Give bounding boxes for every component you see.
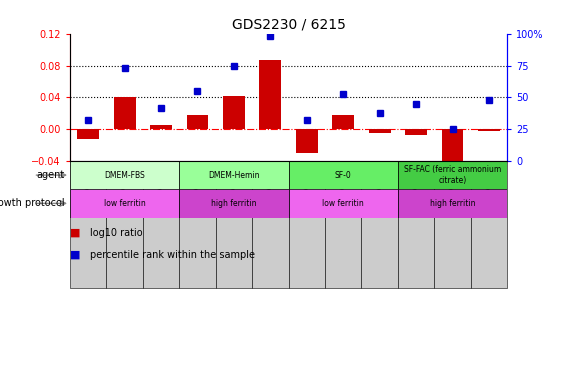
Bar bbox=[368, 129, 391, 133]
FancyBboxPatch shape bbox=[70, 189, 179, 217]
FancyBboxPatch shape bbox=[216, 161, 252, 288]
Text: GSM81967: GSM81967 bbox=[303, 161, 311, 202]
Text: GSM81964: GSM81964 bbox=[193, 161, 202, 202]
FancyBboxPatch shape bbox=[434, 161, 471, 288]
FancyBboxPatch shape bbox=[289, 161, 325, 288]
Text: log10 ratio: log10 ratio bbox=[90, 228, 143, 237]
Text: low ferritin: low ferritin bbox=[322, 199, 364, 208]
Bar bbox=[223, 96, 245, 129]
FancyBboxPatch shape bbox=[471, 161, 507, 288]
Text: DMEM-Hemin: DMEM-Hemin bbox=[208, 171, 259, 180]
Text: SF-FAC (ferric ammonium
citrate): SF-FAC (ferric ammonium citrate) bbox=[404, 165, 501, 185]
Text: GSM81961: GSM81961 bbox=[84, 161, 93, 202]
FancyBboxPatch shape bbox=[143, 161, 179, 288]
Text: GSM81962: GSM81962 bbox=[120, 161, 129, 202]
Text: ■: ■ bbox=[70, 250, 84, 260]
Text: ■: ■ bbox=[70, 228, 84, 237]
Bar bbox=[405, 129, 427, 135]
Bar bbox=[259, 60, 282, 129]
Text: GSM81968: GSM81968 bbox=[339, 161, 347, 202]
FancyBboxPatch shape bbox=[361, 161, 398, 288]
FancyBboxPatch shape bbox=[106, 161, 143, 288]
Text: GSM81966: GSM81966 bbox=[266, 161, 275, 202]
Text: GSM81965: GSM81965 bbox=[230, 161, 238, 202]
FancyBboxPatch shape bbox=[289, 189, 398, 217]
Text: percentile rank within the sample: percentile rank within the sample bbox=[90, 250, 255, 260]
FancyBboxPatch shape bbox=[289, 161, 398, 189]
FancyBboxPatch shape bbox=[325, 161, 361, 288]
Bar bbox=[150, 125, 172, 129]
Bar bbox=[187, 115, 209, 129]
FancyBboxPatch shape bbox=[398, 161, 434, 288]
Text: DMEM-FBS: DMEM-FBS bbox=[104, 171, 145, 180]
Text: SF-0: SF-0 bbox=[335, 171, 352, 180]
Text: low ferritin: low ferritin bbox=[104, 199, 146, 208]
FancyBboxPatch shape bbox=[398, 189, 507, 217]
Text: GSM81972: GSM81972 bbox=[484, 161, 493, 202]
Bar bbox=[296, 129, 318, 153]
Text: high ferritin: high ferritin bbox=[211, 199, 257, 208]
Text: high ferritin: high ferritin bbox=[430, 199, 475, 208]
Bar bbox=[478, 129, 500, 131]
Title: GDS2230 / 6215: GDS2230 / 6215 bbox=[231, 17, 346, 31]
FancyBboxPatch shape bbox=[179, 161, 289, 189]
Text: GSM81963: GSM81963 bbox=[157, 161, 166, 202]
Text: GSM81971: GSM81971 bbox=[448, 161, 457, 202]
FancyBboxPatch shape bbox=[252, 161, 289, 288]
Bar bbox=[114, 98, 135, 129]
Bar bbox=[441, 129, 463, 183]
Text: agent: agent bbox=[36, 170, 64, 180]
FancyBboxPatch shape bbox=[398, 161, 507, 189]
FancyBboxPatch shape bbox=[179, 161, 216, 288]
Bar bbox=[332, 115, 354, 129]
FancyBboxPatch shape bbox=[179, 189, 289, 217]
FancyBboxPatch shape bbox=[70, 161, 179, 189]
Bar bbox=[77, 129, 99, 139]
FancyBboxPatch shape bbox=[70, 161, 106, 288]
Text: GSM81970: GSM81970 bbox=[412, 161, 420, 202]
Text: growth protocol: growth protocol bbox=[0, 198, 64, 208]
Text: GSM81969: GSM81969 bbox=[375, 161, 384, 202]
